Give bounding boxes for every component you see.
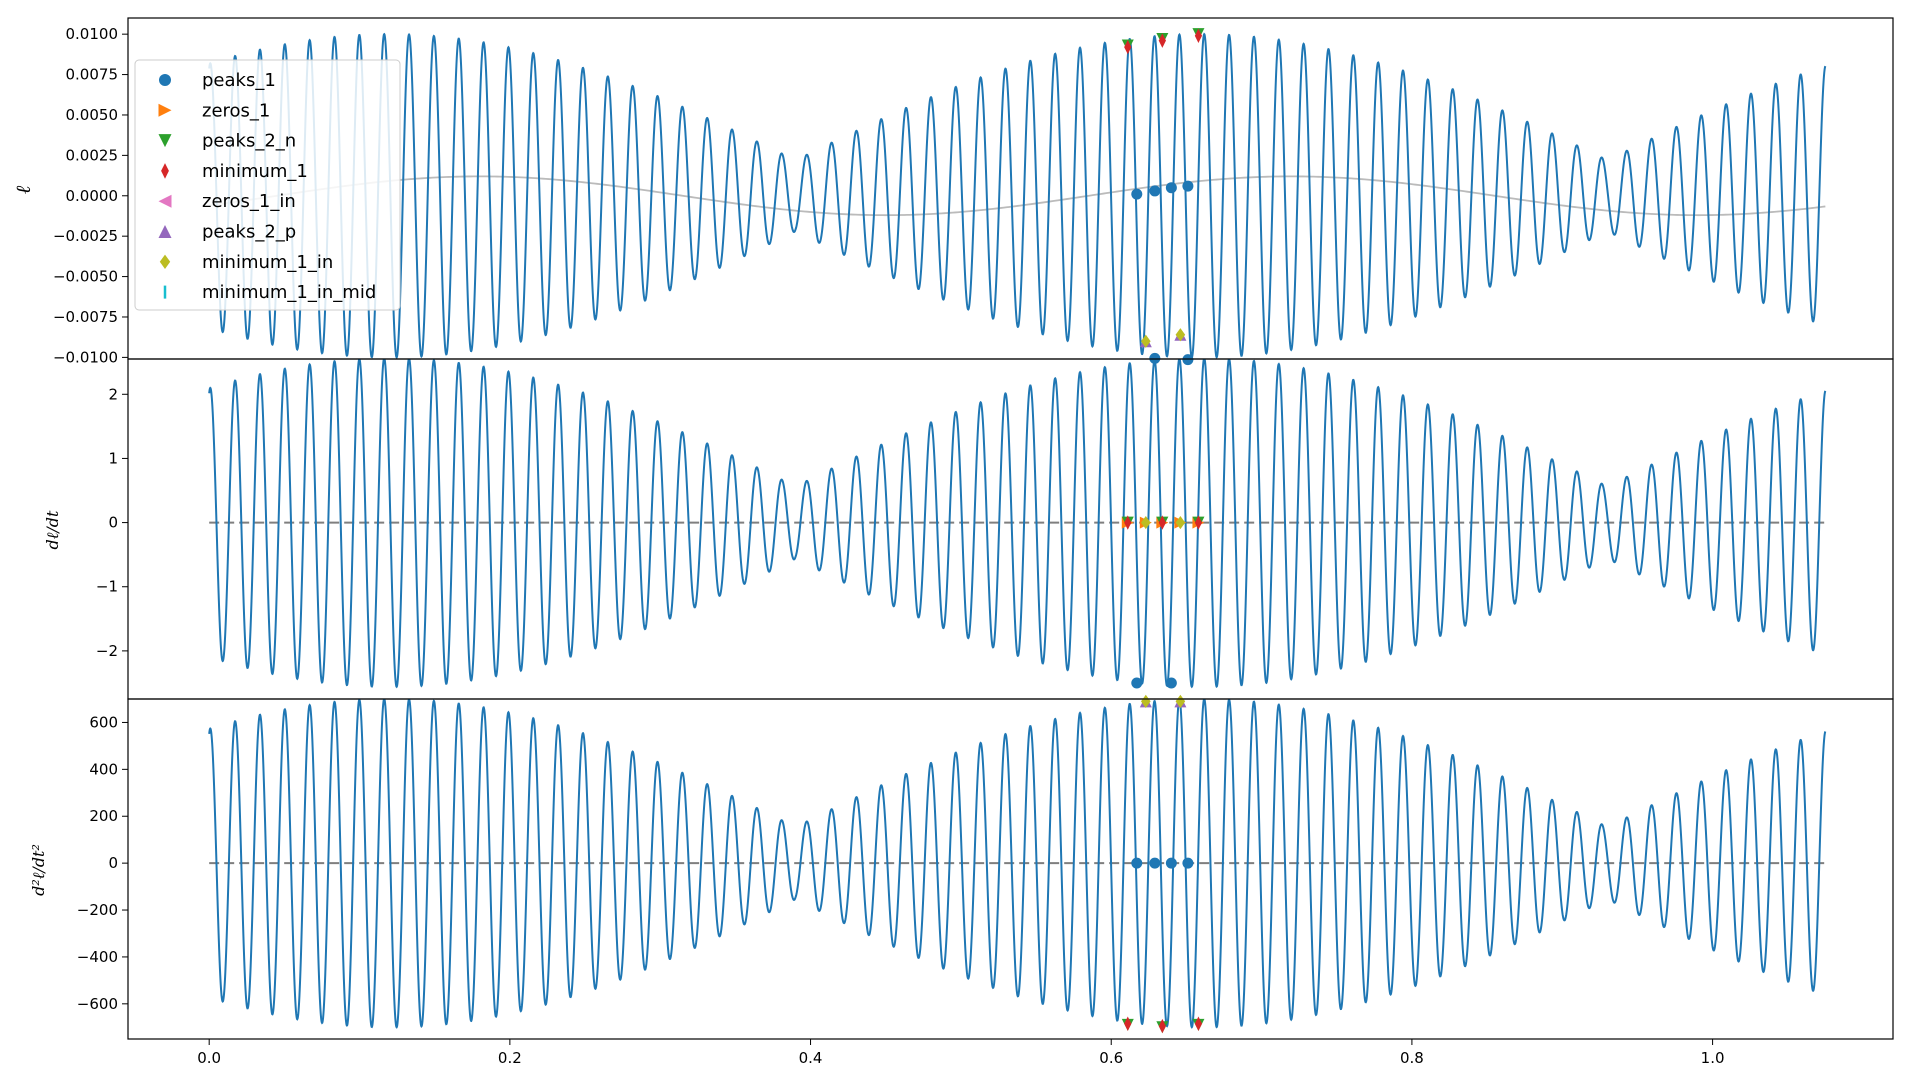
y-tick-label: −0.0075	[53, 308, 118, 326]
y-tick-label: 0.0075	[66, 66, 119, 84]
legend-marker	[159, 74, 171, 86]
y-tick-label: −200	[77, 901, 118, 919]
y-tick-label: 400	[89, 760, 118, 778]
legend-box	[134, 59, 401, 311]
peaks_1-point	[1165, 182, 1177, 194]
minimum_1-point	[1158, 515, 1166, 530]
y-tick-label: 0	[108, 514, 118, 532]
minimum_1_in-point	[1175, 328, 1186, 342]
peaks_1-point	[1149, 185, 1161, 197]
x-tick-label: 0.2	[498, 1049, 522, 1067]
signal-line	[208, 359, 1827, 689]
peaks_1-point	[1149, 352, 1161, 364]
legend-label: peaks_2_n	[202, 131, 296, 152]
x-tick-label: 0.8	[1400, 1049, 1424, 1067]
y-tick-label: 0.0050	[66, 106, 119, 124]
minimum_1-point	[1124, 1016, 1132, 1031]
y-tick-label: 0	[108, 854, 118, 872]
minimum_1-point	[1124, 39, 1132, 55]
x-tick-label: 0.4	[799, 1049, 823, 1067]
y-tick-label: 0.0000	[66, 187, 119, 205]
peaks_1-point	[1131, 677, 1143, 689]
minimum_1-point	[1158, 1018, 1166, 1034]
minimum_1-point	[1158, 33, 1166, 48]
ylabel-d2l-dt2: d²ℓ/dt²	[29, 844, 48, 896]
minimum_1_in-point	[1141, 694, 1151, 708]
peaks_1-point	[1165, 677, 1177, 689]
signal-line	[208, 32, 1827, 359]
y-tick-label: 1	[108, 449, 118, 467]
y-tick-label: 0.0025	[66, 146, 119, 164]
legend-label: minimum_1	[202, 161, 308, 182]
legend-marker	[158, 103, 172, 117]
legend-label: peaks_2_p	[202, 222, 296, 243]
legend: peaks_1 zeros_1 peaks_2_n minimum_1 zeros_1_…	[134, 59, 401, 311]
y-tick-label: −600	[77, 995, 118, 1013]
panel-l: 0.0100 0.0075 0.0050 0.0025 0.0000 −0.0025 −0.…	[53, 17, 1894, 366]
x-tick-label: 1.0	[1701, 1049, 1725, 1067]
panel-d2l-dt2: 600 400 200 0 −200 −400 −600	[77, 694, 1894, 1040]
legend-marker	[158, 134, 172, 148]
peaks_1-point	[1131, 188, 1143, 200]
minimum_1_in-point	[1141, 515, 1151, 530]
y-tick-label: −2	[96, 642, 118, 660]
peaks_1-point	[1182, 180, 1194, 192]
ylabel-l: ℓ	[11, 185, 35, 194]
y-tick-label: −0.0025	[53, 227, 118, 245]
y-tick-label: −400	[77, 948, 118, 966]
svg-text:d²ℓ/dt²: d²ℓ/dt²	[29, 844, 48, 896]
signal-line	[208, 699, 1827, 1029]
minimum_1-point	[1194, 1016, 1203, 1031]
peaks_1-point	[1131, 857, 1143, 869]
legend-label: zeros_1	[202, 100, 270, 121]
legend-label: peaks_1	[202, 70, 276, 91]
y-tick-label: 0.0100	[66, 25, 119, 43]
minimum_1_in-point	[1175, 694, 1186, 708]
legend-marker	[158, 225, 172, 238]
y-tick-label: −0.0100	[53, 348, 118, 366]
peaks_1-point	[1149, 857, 1161, 869]
y-tick-label: 200	[89, 807, 118, 825]
legend-label: minimum_1_in	[202, 252, 333, 273]
axes-frame	[127, 698, 1894, 1040]
svg-text:dℓ/dt: dℓ/dt	[43, 510, 62, 550]
legend-marker	[158, 194, 172, 208]
peaks_1-point	[1165, 857, 1177, 869]
minimum_1-point	[1194, 515, 1203, 530]
peaks_1-point	[1182, 857, 1194, 869]
y-tick-label: −0.0050	[53, 268, 118, 286]
legend-label: zeros_1_in	[202, 191, 296, 212]
svg-text:ℓ: ℓ	[11, 185, 35, 194]
peaks_1-point	[1182, 354, 1194, 366]
ylabel-dl-dt: dℓ/dt	[43, 510, 62, 550]
y-tick-label: 2	[108, 385, 118, 403]
x-tick-label: 0.6	[1099, 1049, 1123, 1067]
y-tick-label: −1	[96, 578, 118, 596]
x-axis: 0.0 0.2 0.4 0.6 0.8 1.0	[197, 1039, 1725, 1067]
legend-marker	[161, 163, 169, 179]
y-tick-label: 600	[89, 713, 118, 731]
legend-marker	[159, 254, 171, 269]
minimum_1-point	[1124, 515, 1132, 530]
minimum_1_in-point	[1141, 334, 1151, 348]
legend-label: minimum_1_in_mid	[202, 282, 376, 303]
x-tick-label: 0.0	[197, 1049, 221, 1067]
minimum_1-point	[1194, 28, 1203, 43]
minimum_1_in-point	[1175, 515, 1186, 530]
